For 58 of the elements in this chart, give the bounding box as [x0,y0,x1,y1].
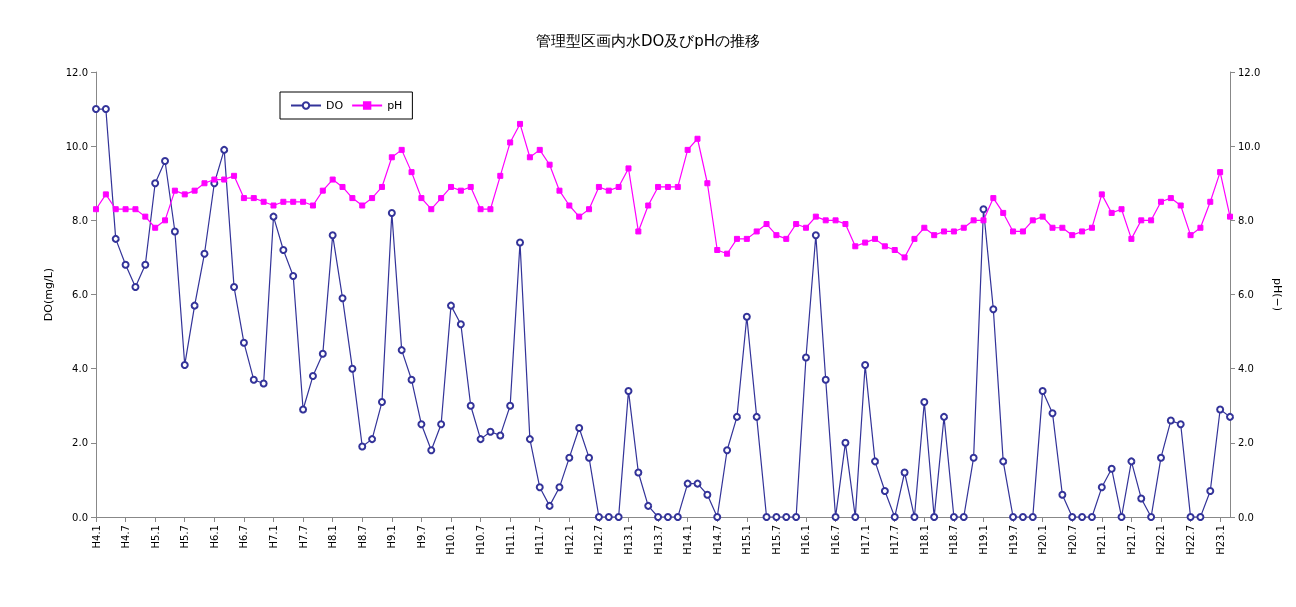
x-tick-label: H17.7 [889,525,901,555]
y-tick-label: 6.0 [72,289,88,300]
x-tick-label: H6.1 [208,525,220,549]
x-tick-label: H5.1 [149,525,161,549]
y2-axis-title: pH(−) [1271,277,1284,312]
y2-tick-label: 8.0 [1238,214,1254,226]
x-tick-label: H15.1 [741,525,753,555]
x-tick-label: H13.1 [622,525,634,555]
x-tick-label: H15.7 [770,525,782,555]
y-tick-label: 2.0 [72,437,88,449]
x-tick-label: H22.7 [1185,525,1197,555]
x-tick-label: H23.1 [1214,525,1226,555]
x-tick-label: H9.1 [386,525,398,549]
y2-tick-label: 10.0 [1238,140,1261,152]
x-tick-label: H17.1 [859,525,871,555]
x-tick-label: H7.1 [268,525,279,549]
y-axis-title: DO(mg/L) [42,267,55,322]
x-tick-label: H7.7 [297,525,309,549]
x-tick-label: H14.1 [682,525,694,555]
y-tick-label: 0.0 [72,511,88,523]
legend-label: DO [326,99,344,112]
x-tick-label: H20.1 [1037,525,1049,555]
x-tick-label: H12.7 [593,525,605,555]
x-tick-label: H11.7 [534,525,546,555]
y-tick-label: 4.0 [72,363,88,375]
x-tick-label: H8.7 [356,525,368,549]
y2-tick-label: 2.0 [1238,437,1254,449]
x-tick-label: H10.7 [475,525,487,555]
y2-tick-label: 6.0 [1238,289,1254,300]
y-tick-label: 12.0 [65,66,88,78]
y2-tick-label: 0.0 [1238,511,1254,523]
legend-label: pH [387,99,403,112]
x-tick-label: H21.7 [1125,525,1137,555]
x-tick-label: H5.7 [179,525,191,549]
x-tick-label: H20.7 [1066,525,1078,555]
y-tick-label: 10.0 [65,140,88,152]
x-tick-label: H13.7 [652,525,664,555]
x-tick-label: H22.1 [1155,525,1167,555]
y-tick-label: 8.0 [72,214,88,226]
x-tick-label: H6.7 [238,525,250,549]
x-tick-label: H19.7 [1007,525,1019,555]
x-tick-label: H4.1 [90,525,102,549]
x-tick-label: H4.7 [120,525,132,549]
x-tick-label: H14.7 [711,525,723,555]
chart-title: 管理型区画内水DO及びpHの推移 [535,31,761,50]
y2-tick-label: 4.0 [1238,363,1254,375]
x-tick-label: H9.7 [415,525,427,549]
x-tick-label: H18.7 [948,525,960,555]
x-tick-label: H18.1 [918,525,930,555]
x-tick-label: H12.1 [563,525,575,555]
x-tick-label: H19.1 [977,525,989,555]
x-tick-label: H8.1 [327,525,339,549]
x-tick-label: H16.7 [830,525,842,555]
x-tick-label: H21.1 [1096,525,1108,555]
x-tick-label: H16.1 [800,525,812,555]
y2-tick-label: 12.0 [1238,66,1261,78]
x-tick-label: H10.1 [445,525,457,555]
x-tick-label: H11.1 [504,525,516,555]
